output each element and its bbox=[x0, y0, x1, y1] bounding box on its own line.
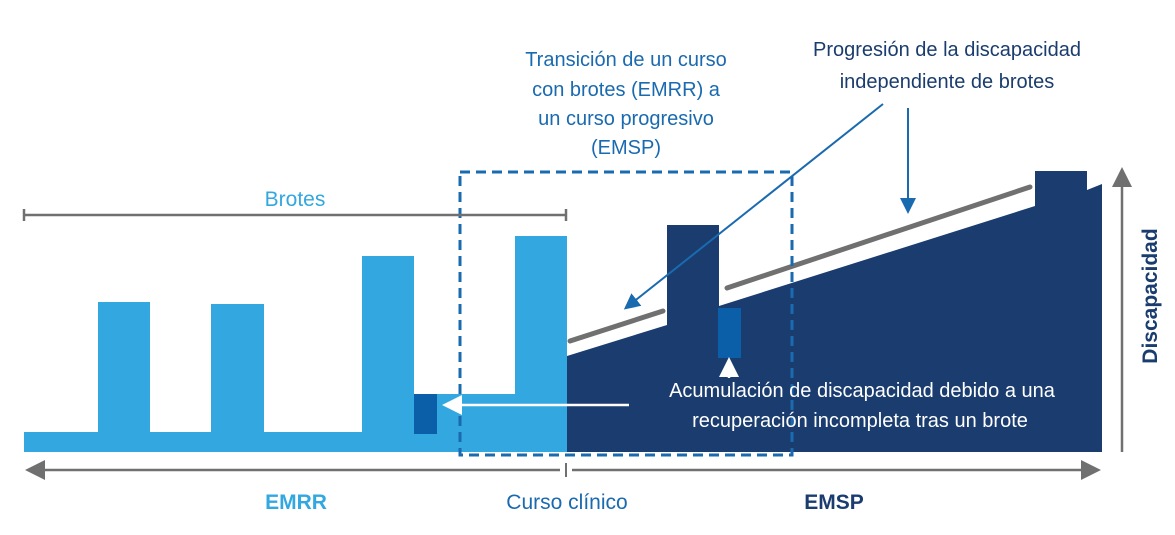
emsp-residual-disability-block bbox=[718, 308, 741, 358]
brotes-bracket bbox=[22, 209, 568, 221]
emsp-label: EMSP bbox=[804, 491, 864, 514]
progression-label-line: independiente de brotes bbox=[840, 71, 1055, 93]
transition-label-line: (EMSP) bbox=[591, 137, 661, 159]
emrr-label: EMRR bbox=[265, 491, 327, 514]
emrr-relapse-area bbox=[24, 236, 567, 452]
accumulation-label-line: Acumulación de discapacidad debido a una bbox=[669, 380, 1056, 402]
transition-label-line: Transición de un curso bbox=[525, 49, 727, 71]
progression-line bbox=[724, 184, 1033, 291]
progression-line bbox=[567, 308, 666, 344]
transition-label-line: un curso progresivo bbox=[538, 108, 714, 130]
transition-arrow bbox=[623, 103, 884, 310]
emrr-residual-disability-block bbox=[414, 394, 437, 434]
transition-dashed-box bbox=[458, 170, 794, 457]
curso-clinico-label: Curso clínico bbox=[506, 491, 627, 514]
transition-label-line: con brotes (EMRR) a bbox=[532, 79, 721, 101]
brotes-label: Brotes bbox=[265, 188, 326, 211]
accumulation-label-line: recuperación incompleta tras un brote bbox=[692, 410, 1028, 432]
progression-label-line: Progresión de la discapacidad bbox=[813, 39, 1081, 61]
disability-axis-label: Discapacidad bbox=[1139, 228, 1162, 363]
emsp-progression-area bbox=[567, 171, 1102, 452]
